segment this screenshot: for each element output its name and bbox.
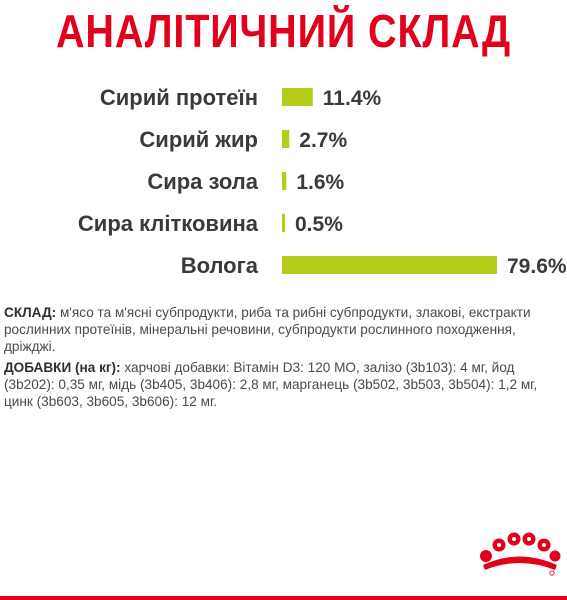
additives-text: харчові добавки: Вітамін D3: 120 МО, зал… — [4, 360, 538, 409]
royal-canin-crown-icon — [480, 532, 561, 576]
composition-paragraph: СКЛАД: м'ясо та м'ясні субпродукти, риба… — [4, 304, 544, 355]
bar-value-label: 2.7% — [299, 129, 347, 152]
bar-category-label: Волога — [181, 253, 259, 278]
composition-section: СКЛАД: м'ясо та м'ясні субпродукти, риба… — [4, 304, 544, 414]
bar-category-label: Сирий протеїн — [100, 85, 258, 110]
additives-label: ДОБАВКИ (на кг): — [4, 360, 121, 375]
bar — [282, 88, 313, 106]
composition-text: м'ясо та м'ясні субпродукти, риба та риб… — [4, 305, 531, 354]
bar-category-label: Сира клітковина — [78, 211, 259, 236]
bar — [282, 130, 290, 148]
bar — [282, 172, 287, 190]
bar-value-label: 1.6% — [296, 171, 344, 194]
bar-category-label: Сирий жир — [139, 127, 258, 152]
additives-paragraph: ДОБАВКИ (на кг): харчові добавки: Вітамі… — [4, 359, 544, 410]
page-title: АНАЛІТИЧНИЙ СКЛАД — [55, 5, 512, 57]
nutrient-bar-chart: Сирий протеїн 11.4% Сирий жир 2.7% Сира зола… — [78, 85, 567, 278]
bar-category-label: Сира зола — [147, 169, 258, 194]
bar-value-label: 79.6% — [507, 255, 567, 278]
bar-value-label: 0.5% — [295, 213, 343, 236]
bar — [282, 256, 497, 274]
bar — [282, 214, 285, 232]
bar-value-label: 11.4% — [323, 87, 382, 110]
bottom-accent-line — [0, 596, 567, 600]
composition-label: СКЛАД: — [4, 305, 57, 320]
